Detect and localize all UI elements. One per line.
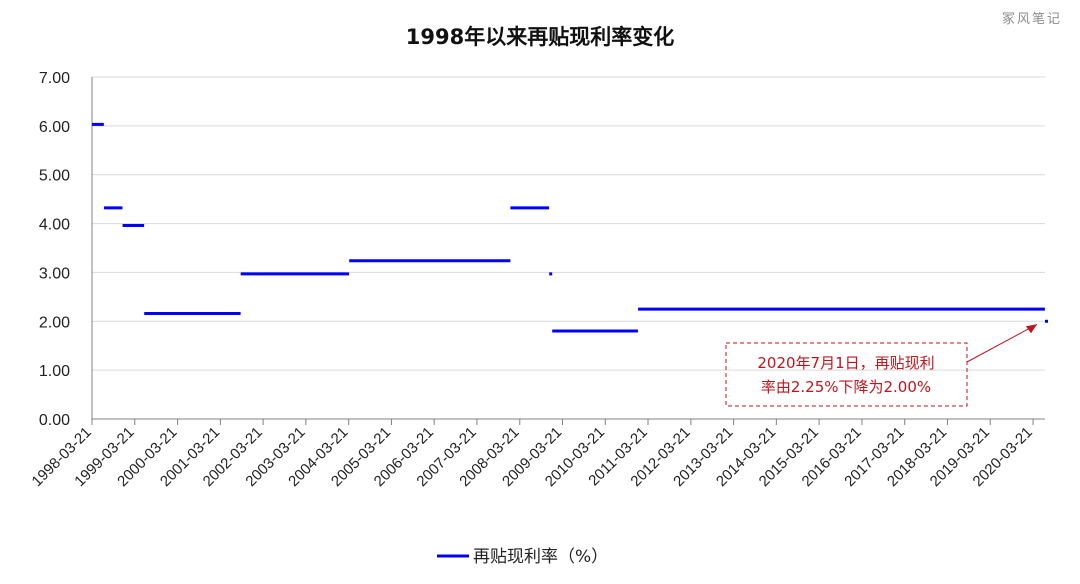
axes: 0.001.002.003.004.005.006.007.001998-03-… <box>29 70 1045 490</box>
legend-label: 再贴现利率（%） <box>473 547 608 567</box>
watermark: 冢风笔记 <box>1001 12 1062 27</box>
y-tick-label: 3.00 <box>39 265 70 282</box>
y-tick-label: 5.00 <box>39 168 70 185</box>
grid <box>92 76 1045 371</box>
y-tick-label: 1.00 <box>39 363 70 380</box>
y-tick-label: 4.00 <box>39 217 70 234</box>
annotation-arrowhead <box>1026 324 1037 334</box>
legend: 再贴现利率（%） <box>437 547 608 567</box>
y-tick-label: 2.00 <box>39 314 70 331</box>
annotation-box <box>725 342 968 407</box>
y-tick-label: 7.00 <box>39 70 70 87</box>
annotation-arrow <box>966 323 1038 363</box>
y-tick-label: 0.00 <box>39 412 70 429</box>
chart-title: 1998年以来再贴现利率变化 <box>406 25 674 49</box>
y-tick-label: 6.00 <box>39 119 70 136</box>
annotation-text: 2020年7月1日，再贴现利 <box>757 354 934 372</box>
annotation-text: 率由2.25%下降为2.00% <box>761 378 931 396</box>
series-line <box>92 122 1048 333</box>
